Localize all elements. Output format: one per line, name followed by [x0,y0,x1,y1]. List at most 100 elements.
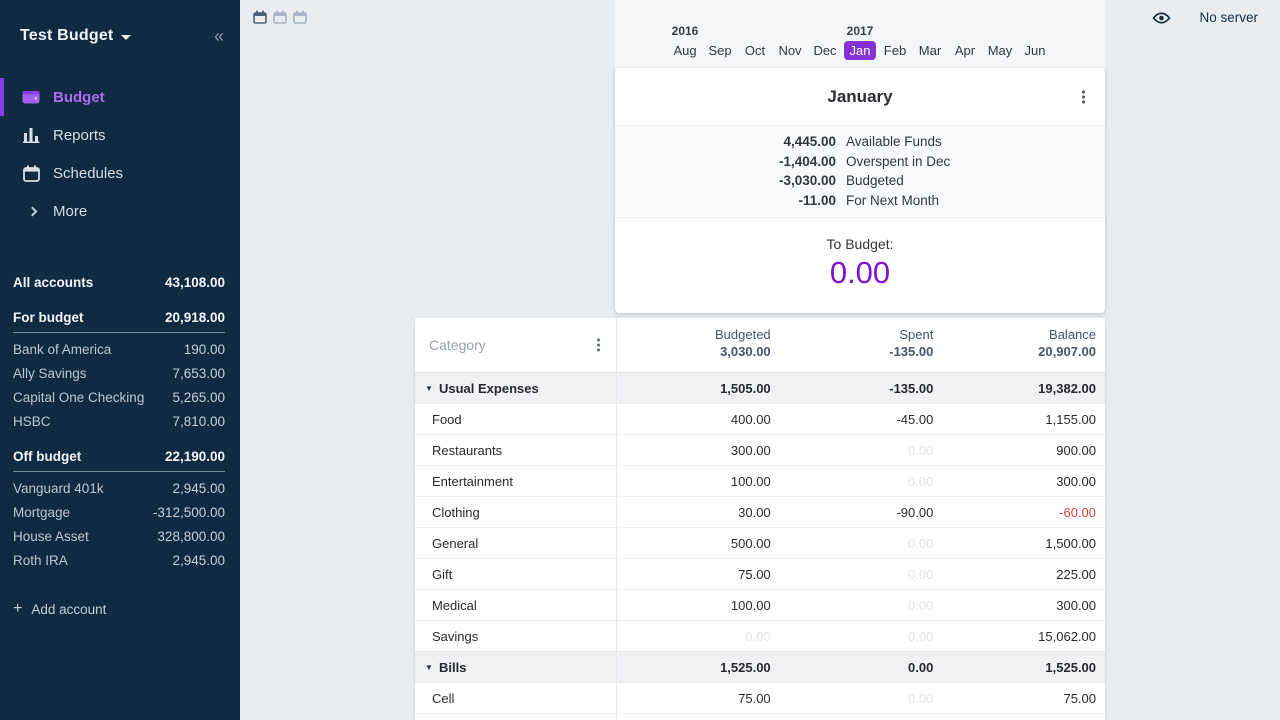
balance-cell[interactable]: 1,525.00 [1045,659,1097,675]
sidebar: Test Budget Budget Reports Schedules [0,0,240,720]
budgeted-cell[interactable]: 75.00 [738,690,771,706]
category-name-cell[interactable]: ▼ Gift [415,559,617,589]
sidebar-item-label: More [53,202,88,220]
add-account-button[interactable]: + Add account [13,598,225,620]
balance-cell[interactable]: 225.00 [1056,566,1097,582]
account-row[interactable]: Ally Savings 7,653.00 [0,361,240,385]
month-cell: Feb [878,24,913,60]
spent-cell[interactable]: 0.00 [908,442,934,458]
spent-cell[interactable]: -135.00 [889,380,934,396]
account-balance: 43,108.00 [164,274,225,290]
budgeted-cell[interactable]: 500.00 [730,535,771,551]
category-name-cell[interactable]: ▼ Clothing [415,497,617,527]
column-label: Budgeted [715,327,771,342]
balance-cell[interactable]: 1,155.00 [1045,411,1097,427]
balance-cell[interactable]: 75.00 [1063,690,1097,706]
budgeted-cell[interactable]: 0.00 [745,628,771,644]
off-budget-header[interactable]: Off budget 22,190.00 [13,448,225,472]
calendar-3-month-icon[interactable] [293,10,307,29]
sidebar-item-schedules[interactable]: Schedules [0,154,240,192]
month-button[interactable]: Apr [954,43,976,58]
summary-row: -1,404.00 Overspent in Dec [615,152,1105,172]
collapse-sidebar-icon[interactable] [214,27,224,45]
budgeted-cell[interactable]: 1,525.00 [720,659,771,675]
category-name-cell[interactable]: ▼ Usual Expenses [415,373,617,403]
spent-cell[interactable]: 0.00 [908,597,934,613]
month-button[interactable]: Mar [918,43,942,58]
account-row[interactable]: Vanguard 401k 2,945.00 [0,476,240,500]
account-row[interactable]: Bank of America 190.00 [0,337,240,361]
balance-cell[interactable]: 19,382.00 [1038,380,1097,396]
for-budget-header[interactable]: For budget 20,918.00 [13,309,225,333]
spent-cell[interactable]: 0.00 [908,628,934,644]
month-button[interactable]: Nov [778,43,802,58]
sidebar-item-budget[interactable]: Budget [0,78,240,116]
balance-cell[interactable]: -60.00 [1059,504,1097,520]
category-name-cell[interactable]: ▼ General [415,528,617,558]
column-totals: Budgeted 3,030.00 Spent -135.00 Balance … [617,318,1105,372]
account-row[interactable]: Capital One Checking 5,265.00 [0,385,240,409]
account-row[interactable]: Roth IRA 2,945.00 [0,548,240,572]
budgeted-cell[interactable]: 30.00 [738,504,771,520]
balance-cell[interactable]: 300.00 [1056,597,1097,613]
account-row[interactable]: HSBC 7,810.00 [0,409,240,433]
account-name: Ally Savings [13,365,87,381]
month-button[interactable]: Jan [843,41,877,60]
calendar-1-month-icon[interactable] [253,10,267,29]
summary-label: Budgeted [846,173,904,189]
category-name-cell[interactable]: ▼ Savings [415,621,617,651]
month-button[interactable]: Oct [744,43,766,58]
category-name-cell[interactable]: ▼ Medical [415,590,617,620]
account-row[interactable]: Mortgage -312,500.00 [0,500,240,524]
month-button[interactable]: Feb [883,43,907,58]
column-total[interactable]: 3,030.00 [720,344,771,359]
spent-cell[interactable]: -45.00 [896,411,934,427]
category-name-cell[interactable]: ▼ Restaurants [415,435,617,465]
balance-cell[interactable]: 900.00 [1056,442,1097,458]
month-button[interactable]: Sep [708,43,732,58]
budgeted-cell[interactable]: 400.00 [730,411,771,427]
balance-cell[interactable]: 300.00 [1056,473,1097,489]
spent-cell[interactable]: 0.00 [908,659,934,675]
category-name-cell[interactable]: ▼ Entertainment [415,466,617,496]
spent-cell[interactable]: 0.00 [908,535,934,551]
budget-row: ▼ Medical 100.00 0.00 300.00 [415,589,1105,620]
category-name-cell[interactable]: ▼ Bills [415,652,617,682]
server-status-label[interactable]: No server [1199,10,1258,25]
collapse-triangle-icon[interactable]: ▼ [425,662,433,672]
account-row[interactable]: House Asset 328,800.00 [0,524,240,548]
collapse-triangle-icon[interactable]: ▼ [425,383,433,393]
all-accounts-row[interactable]: All accounts 43,108.00 [0,270,240,294]
balance-cell[interactable]: 15,062.00 [1038,628,1097,644]
budgeted-cell[interactable]: 75.00 [738,566,771,582]
budgeted-cell[interactable]: 100.00 [730,597,771,613]
budgeted-cell[interactable]: 300.00 [730,442,771,458]
category-header-cell: Category [415,318,617,372]
to-budget-amount[interactable]: 0.00 [829,255,891,290]
balance-cell[interactable]: 1,500.00 [1045,535,1097,551]
eye-icon[interactable] [1152,11,1172,25]
spent-cell[interactable]: -90.00 [896,504,934,520]
column-total[interactable]: 20,907.00 [1038,344,1097,359]
budgeted-cell[interactable]: 1,505.00 [720,380,771,396]
month-button[interactable]: Jun [1024,43,1046,58]
kebab-menu-icon[interactable] [1078,86,1089,107]
kebab-menu-icon[interactable] [593,335,604,356]
column-total[interactable]: -135.00 [889,344,934,359]
sidebar-item-reports[interactable]: Reports [0,116,240,154]
budget-file-switcher[interactable]: Test Budget [20,27,132,45]
budget-row: ▼ Bills 1,525.00 0.00 1,525.00 [415,651,1105,682]
month-button[interactable]: May [987,43,1013,58]
category-name-cell[interactable]: ▼ Cell [415,683,617,713]
to-budget-label: To Budget: [826,236,894,252]
spent-cell[interactable]: 0.00 [908,690,934,706]
sidebar-item-more[interactable]: More [0,192,240,230]
spent-cell[interactable]: 0.00 [908,566,934,582]
category-name-cell[interactable]: ▼ Food [415,404,617,434]
month-button[interactable]: Dec [813,43,837,58]
budgeted-cell[interactable]: 100.00 [730,473,771,489]
spent-cell[interactable]: 0.00 [908,473,934,489]
month-cell: Dec [808,24,843,60]
month-button[interactable]: Aug [673,43,697,58]
calendar-2-month-icon[interactable] [273,10,287,29]
